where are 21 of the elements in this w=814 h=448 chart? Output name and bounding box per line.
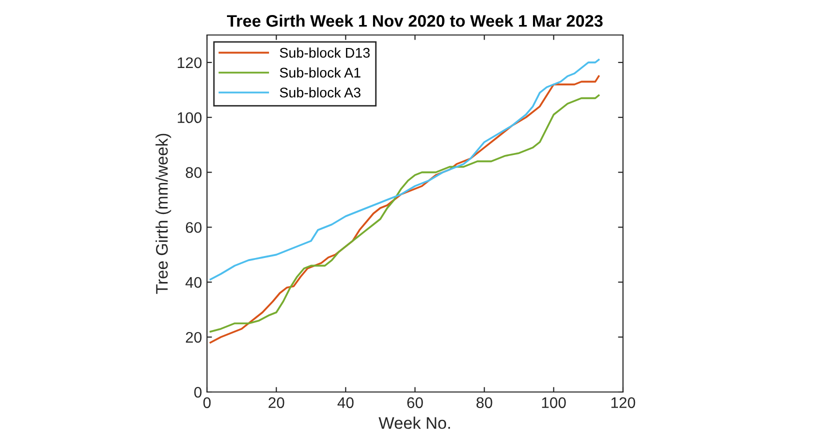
x-axis-title: Week No. bbox=[378, 416, 450, 429]
x-tick-label: 120 bbox=[611, 397, 636, 408]
y-tick-label: 60 bbox=[186, 222, 202, 233]
x-tick-label: 40 bbox=[338, 397, 354, 408]
y-tick-label: 80 bbox=[186, 167, 202, 178]
y-tick-label: 120 bbox=[178, 57, 202, 68]
x-tick-label: 0 bbox=[203, 397, 211, 408]
legend-label: Sub-block D13 bbox=[280, 48, 370, 58]
y-axis-title: Tree Girth (mm/week) bbox=[156, 134, 172, 294]
x-tick-label: 60 bbox=[407, 397, 423, 408]
y-tick-label: 100 bbox=[178, 112, 202, 124]
legend-label: Sub-block A3 bbox=[280, 87, 360, 98]
y-tick-label: 20 bbox=[186, 332, 202, 343]
x-tick-label: 80 bbox=[476, 397, 492, 408]
chart-title: Tree Girth Week 1 Nov 2020 to Week 1 Mar 2023 bbox=[226, 14, 603, 27]
y-tick-label: 40 bbox=[186, 277, 202, 288]
y-tick-label: 0 bbox=[194, 386, 202, 398]
line-series bbox=[210, 58, 600, 280]
x-tick-label: 100 bbox=[542, 397, 566, 408]
legend-label: Sub-block A1 bbox=[280, 67, 360, 78]
x-tick-label: 20 bbox=[268, 397, 284, 408]
